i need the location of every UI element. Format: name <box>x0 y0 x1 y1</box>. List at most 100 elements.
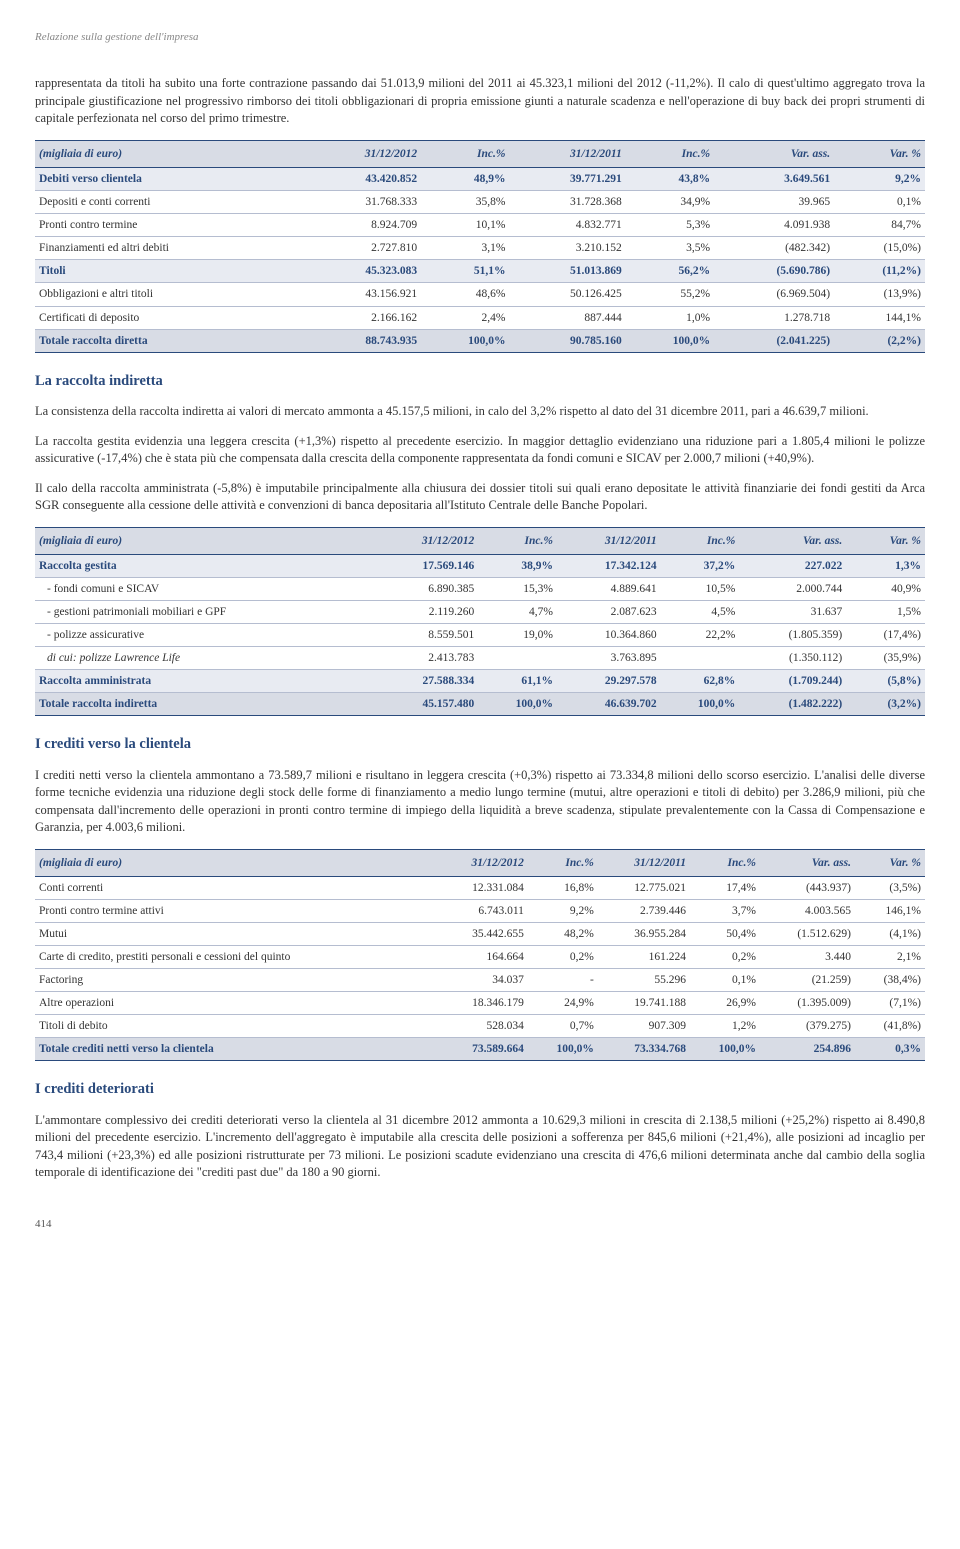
table-cell: 100,0% <box>421 329 509 352</box>
table-cell: Totale raccolta diretta <box>35 329 304 352</box>
table-cell: 17.569.146 <box>374 554 479 577</box>
table-cell: 73.334.768 <box>598 1038 690 1061</box>
table-cell: 17.342.124 <box>557 554 661 577</box>
table-cell: 100,0% <box>690 1038 760 1061</box>
table-cell: 51.013.869 <box>509 260 625 283</box>
table-cell: 45.157.480 <box>374 693 479 716</box>
table-cell: 51,1% <box>421 260 509 283</box>
table-row: di cui: polizze Lawrence Life2.413.7833.… <box>35 647 925 670</box>
table-cell: (13,9%) <box>834 283 925 306</box>
table-header-cell: Inc.% <box>690 849 760 876</box>
table-cell: 37,2% <box>661 554 740 577</box>
table-cell: (5.690.786) <box>714 260 834 283</box>
table-cell: Pronti contro termine attivi <box>35 899 435 922</box>
table-row: Titoli di debito528.0340,7%907.3091,2%(3… <box>35 1015 925 1038</box>
table-header-cell: 31/12/2011 <box>557 527 661 554</box>
table-cell: Raccolta amministrata <box>35 670 374 693</box>
table-cell: Finanziamenti ed altri debiti <box>35 237 304 260</box>
table-cell: (1.395.009) <box>760 992 855 1015</box>
table-cell: Debiti verso clientela <box>35 167 304 190</box>
table-header-cell: (migliaia di euro) <box>35 849 435 876</box>
table-cell: (38,4%) <box>855 969 925 992</box>
table-row: Totale raccolta indiretta45.157.480 100,0… <box>35 693 925 716</box>
table-cell: (41,8%) <box>855 1015 925 1038</box>
table-cell: (1.350.112) <box>739 647 846 670</box>
table-cell: 45.323.083 <box>304 260 422 283</box>
table-header-cell: Var. % <box>834 140 925 167</box>
table-cell: - fondi comuni e SICAV <box>35 577 374 600</box>
table-cell: 0,3% <box>855 1038 925 1061</box>
table-cell: 34.037 <box>435 969 528 992</box>
table-cell: 4.889.641 <box>557 577 661 600</box>
table-cell: 48,6% <box>421 283 509 306</box>
table-header-cell: 31/12/2011 <box>598 849 690 876</box>
table-cell: 1.278.718 <box>714 306 834 329</box>
table-header-cell: Inc.% <box>478 527 557 554</box>
table-cell: 17,4% <box>690 876 760 899</box>
table-cell: (3,5%) <box>855 876 925 899</box>
table-cell: 55.296 <box>598 969 690 992</box>
table-cell: - polizze assicurative <box>35 623 374 646</box>
table-cell: 4.003.565 <box>760 899 855 922</box>
table-cell: Totale raccolta indiretta <box>35 693 374 716</box>
table-cell: 8.559.501 <box>374 623 479 646</box>
table-cell: 10,1% <box>421 214 509 237</box>
table-cell: - gestioni patrimoniali mobiliari e GPF <box>35 600 374 623</box>
table-cell: 10.364.860 <box>557 623 661 646</box>
table-cell: 9,2% <box>834 167 925 190</box>
table-row: Raccolta amministrata27.588.33461,1%29.2… <box>35 670 925 693</box>
table-cell: 4.091.938 <box>714 214 834 237</box>
table-cell: 2,4% <box>421 306 509 329</box>
table-cell: 84,7% <box>834 214 925 237</box>
table-header-cell: Inc.% <box>421 140 509 167</box>
table-cell: Depositi e conti correnti <box>35 191 304 214</box>
table-row: Factoring34.037-55.2960,1%(21.259)(38,4%… <box>35 969 925 992</box>
table-cell: 0,1% <box>834 191 925 214</box>
raccolta-indiretta-p3: Il calo della raccolta amministrata (-5,… <box>35 480 925 515</box>
table-cell: 3.440 <box>760 945 855 968</box>
table-row: - gestioni patrimoniali mobiliari e GPF2… <box>35 600 925 623</box>
raccolta-indiretta-p2: La raccolta gestita evidenzia una legger… <box>35 433 925 468</box>
crediti-clientela-p: I crediti netti verso la clientela ammon… <box>35 767 925 837</box>
table-cell: (1.709.244) <box>739 670 846 693</box>
table-header-cell: (migliaia di euro) <box>35 140 304 167</box>
crediti-deteriorati-p: L'ammontare complessivo dei crediti dete… <box>35 1112 925 1182</box>
table-cell: 100,0% <box>528 1038 598 1061</box>
table-cell: Carte di credito, prestiti personali e c… <box>35 945 435 968</box>
table-cell: 39.771.291 <box>509 167 625 190</box>
table-cell: 100,0% <box>626 329 714 352</box>
table-cell: 5,3% <box>626 214 714 237</box>
table-cell: 90.785.160 <box>509 329 625 352</box>
table-cell: (1.512.629) <box>760 922 855 945</box>
table-cell: (2.041.225) <box>714 329 834 352</box>
table-header-cell: Inc.% <box>661 527 740 554</box>
table-cell: 0,2% <box>528 945 598 968</box>
table-cell: 29.297.578 <box>557 670 661 693</box>
table-cell: (5,8%) <box>846 670 925 693</box>
table-cell: 3.649.561 <box>714 167 834 190</box>
table-cell: Raccolta gestita <box>35 554 374 577</box>
table-cell: 100,0% <box>661 693 740 716</box>
table-cell: (443.937) <box>760 876 855 899</box>
table-raccolta-diretta: (migliaia di euro)31/12/2012Inc.%31/12/2… <box>35 140 925 353</box>
table-cell: 2.166.162 <box>304 306 422 329</box>
table-row: Obbligazioni e altri titoli43.156.92148,… <box>35 283 925 306</box>
table-cell: 48,2% <box>528 922 598 945</box>
table-header-cell: 31/12/2011 <box>509 140 625 167</box>
intro-paragraph: rappresentata da titoli ha subito una fo… <box>35 75 925 128</box>
table-cell: 34,9% <box>626 191 714 214</box>
table-cell: Titoli <box>35 260 304 283</box>
table-cell: 3.210.152 <box>509 237 625 260</box>
table-header-cell: Var. ass. <box>714 140 834 167</box>
table-cell: 2.119.260 <box>374 600 479 623</box>
table-cell: 907.309 <box>598 1015 690 1038</box>
table-cell: 31.637 <box>739 600 846 623</box>
raccolta-indiretta-p1: La consistenza della raccolta indiretta … <box>35 403 925 421</box>
table-cell: 35.442.655 <box>435 922 528 945</box>
table-row: Depositi e conti correnti31.768.33335,8%… <box>35 191 925 214</box>
table-row: Finanziamenti ed altri debiti2.727.8103,… <box>35 237 925 260</box>
table-cell: 24,9% <box>528 992 598 1015</box>
table-cell: 9,2% <box>528 899 598 922</box>
table-cell: 164.664 <box>435 945 528 968</box>
table-cell: 16,8% <box>528 876 598 899</box>
